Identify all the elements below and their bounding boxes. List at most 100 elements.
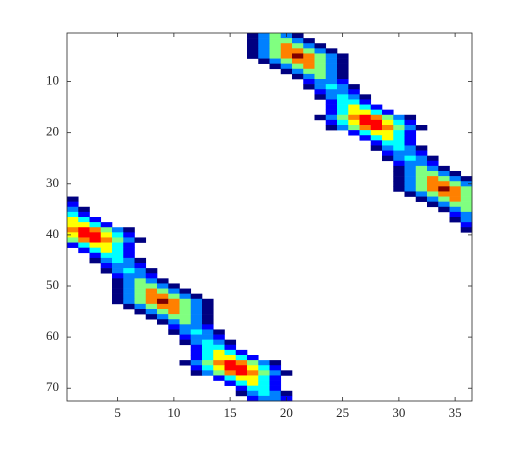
- cell: [235, 355, 248, 361]
- axes: 5 10 15 20 25 30 35 10 20 30 40 50 60 70: [46, 32, 473, 420]
- x-tick-label: 30: [392, 405, 405, 420]
- cell: [100, 227, 113, 233]
- cell: [213, 375, 225, 381]
- cell: [382, 140, 394, 146]
- cell: [123, 242, 135, 248]
- cell: [224, 370, 237, 376]
- cell: [427, 165, 439, 172]
- cell: [145, 309, 158, 315]
- cell: [269, 48, 282, 54]
- cell: [460, 222, 473, 228]
- cell: [213, 370, 225, 376]
- cell: [258, 385, 270, 392]
- cell: [325, 114, 338, 121]
- cell: [337, 84, 349, 90]
- cell: [235, 385, 248, 392]
- cell: [100, 222, 113, 228]
- cell: [224, 365, 237, 371]
- y-tick-label: 70: [46, 379, 59, 394]
- cell: [449, 181, 462, 187]
- cell: [89, 227, 102, 233]
- cell: [427, 196, 439, 202]
- cell: [348, 114, 360, 121]
- cell: [112, 288, 124, 294]
- cell: [168, 303, 180, 310]
- cell: [393, 160, 405, 167]
- cell: [190, 314, 203, 320]
- cell: [89, 252, 102, 259]
- cell: [67, 196, 79, 202]
- cell: [427, 186, 439, 192]
- cell: [280, 43, 293, 49]
- cell: [123, 293, 135, 300]
- cell: [157, 309, 169, 315]
- cell: [123, 227, 135, 233]
- cell: [314, 58, 327, 64]
- cell: [292, 53, 304, 59]
- cell: [382, 135, 394, 141]
- cell: [247, 390, 259, 397]
- cell: [427, 181, 439, 187]
- cell: [168, 293, 180, 300]
- x-tick-label: 5: [114, 405, 121, 420]
- cell: [280, 63, 293, 70]
- cell: [247, 43, 259, 49]
- cell: [348, 104, 360, 110]
- cell: [190, 344, 203, 351]
- cell: [258, 58, 270, 64]
- cell: [123, 283, 135, 289]
- cell: [157, 283, 169, 289]
- cell: [258, 48, 270, 54]
- cell: [145, 288, 158, 294]
- cell: [427, 176, 439, 182]
- cell: [359, 99, 372, 105]
- cell: [134, 293, 147, 300]
- cell: [449, 176, 462, 182]
- cell: [337, 68, 349, 75]
- cell: [112, 237, 124, 243]
- cell: [67, 217, 79, 223]
- cell: [292, 38, 304, 44]
- cell: [303, 43, 315, 49]
- cell: [157, 298, 169, 305]
- cell: [449, 211, 462, 218]
- cell: [269, 43, 282, 49]
- cell: [247, 360, 259, 366]
- cell: [393, 135, 405, 141]
- cell: [438, 186, 450, 192]
- cell: [404, 125, 417, 131]
- cell: [145, 283, 158, 289]
- cell: [258, 395, 270, 402]
- cell: [134, 273, 147, 279]
- cell: [404, 181, 417, 187]
- cell: [370, 114, 383, 121]
- cell: [269, 58, 282, 64]
- cell: [348, 130, 360, 136]
- cell: [460, 217, 473, 223]
- cell: [134, 237, 147, 243]
- cell: [145, 278, 158, 284]
- cell: [370, 104, 383, 110]
- cell: [247, 355, 259, 361]
- cell: [292, 68, 304, 75]
- cell: [460, 206, 473, 213]
- cell: [303, 58, 315, 64]
- cell: [123, 257, 135, 264]
- cell: [190, 293, 203, 300]
- cell: [213, 360, 225, 366]
- cell: [415, 145, 428, 151]
- cell: [168, 314, 180, 320]
- cell: [190, 319, 203, 325]
- cell: [78, 247, 90, 254]
- cell: [393, 114, 405, 121]
- cell: [134, 257, 147, 264]
- cells: [67, 33, 473, 402]
- cell: [157, 314, 169, 320]
- cell: [292, 33, 304, 39]
- cell: [359, 94, 372, 100]
- cell: [235, 349, 248, 356]
- cell: [370, 109, 383, 116]
- cell: [438, 191, 450, 197]
- cell: [269, 385, 282, 392]
- cell: [202, 303, 214, 310]
